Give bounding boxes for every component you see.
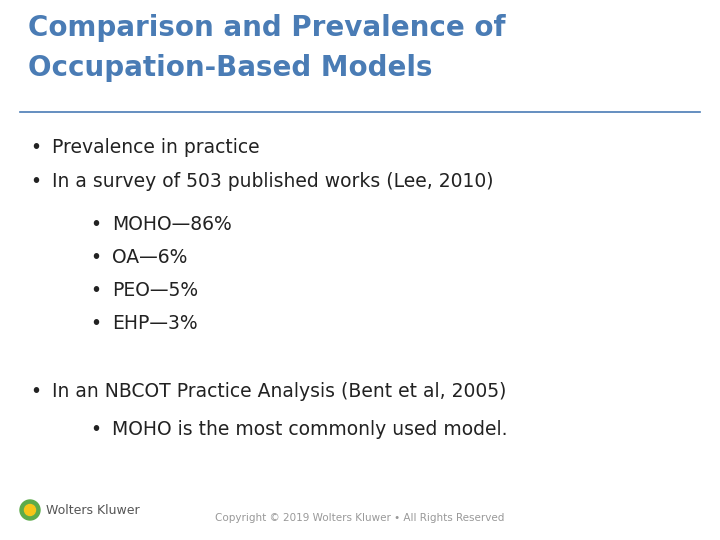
Text: •: • (30, 382, 41, 401)
Text: MOHO—86%: MOHO—86% (112, 215, 232, 234)
Text: In an NBCOT Practice Analysis (Bent et al, 2005): In an NBCOT Practice Analysis (Bent et a… (52, 382, 506, 401)
Text: In a survey of 503 published works (Lee, 2010): In a survey of 503 published works (Lee,… (52, 172, 493, 191)
Circle shape (20, 500, 40, 520)
Circle shape (24, 504, 35, 516)
Text: •: • (30, 172, 41, 191)
Text: Prevalence in practice: Prevalence in practice (52, 138, 260, 157)
Text: •: • (90, 314, 101, 333)
Text: Copyright © 2019 Wolters Kluwer • All Rights Reserved: Copyright © 2019 Wolters Kluwer • All Ri… (215, 513, 505, 523)
Text: OA—6%: OA—6% (112, 248, 187, 267)
Text: •: • (90, 248, 101, 267)
Text: MOHO is the most commonly used model.: MOHO is the most commonly used model. (112, 420, 508, 439)
Text: Wolters Kluwer: Wolters Kluwer (46, 503, 140, 516)
Text: •: • (90, 420, 101, 439)
Text: Comparison and Prevalence of: Comparison and Prevalence of (28, 14, 505, 42)
Text: EHP—3%: EHP—3% (112, 314, 197, 333)
Text: Occupation-Based Models: Occupation-Based Models (28, 54, 433, 82)
Text: •: • (30, 138, 41, 157)
Text: •: • (90, 215, 101, 234)
Text: •: • (90, 281, 101, 300)
Text: PEO—5%: PEO—5% (112, 281, 198, 300)
